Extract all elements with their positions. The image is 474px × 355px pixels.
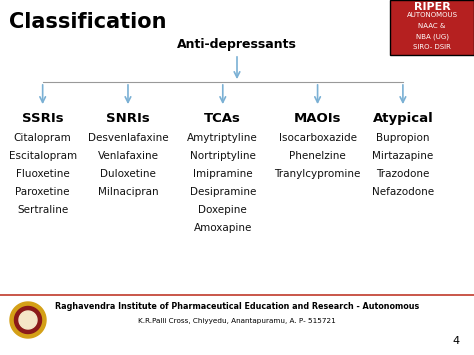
Text: MAOIs: MAOIs bbox=[294, 112, 341, 125]
Text: Desvenlafaxine: Desvenlafaxine bbox=[88, 133, 168, 143]
Polygon shape bbox=[19, 311, 37, 329]
Text: Citalopram: Citalopram bbox=[14, 133, 72, 143]
Text: Tranylcypromine: Tranylcypromine bbox=[274, 169, 361, 179]
Text: Desipramine: Desipramine bbox=[190, 187, 256, 197]
Text: SIRO- DSIR: SIRO- DSIR bbox=[413, 44, 451, 49]
Text: Classification: Classification bbox=[9, 12, 166, 32]
Text: Amytriptyline: Amytriptyline bbox=[187, 133, 258, 143]
Text: RIPER: RIPER bbox=[414, 2, 450, 12]
Polygon shape bbox=[15, 306, 42, 333]
Text: Raghavendra Institute of Pharmaceutical Education and Research - Autonomous: Raghavendra Institute of Pharmaceutical … bbox=[55, 302, 419, 311]
Text: Phenelzine: Phenelzine bbox=[289, 151, 346, 161]
Text: Mirtazapine: Mirtazapine bbox=[372, 151, 434, 161]
Text: SNRIs: SNRIs bbox=[106, 112, 150, 125]
Text: K.R.Palli Cross, Chiyyedu, Anantapuramu, A. P- 515721: K.R.Palli Cross, Chiyyedu, Anantapuramu,… bbox=[138, 318, 336, 324]
Text: Fluoxetine: Fluoxetine bbox=[16, 169, 70, 179]
Text: Duloxetine: Duloxetine bbox=[100, 169, 156, 179]
Text: AUTONOMOUS: AUTONOMOUS bbox=[407, 12, 457, 18]
Text: Nefazodone: Nefazodone bbox=[372, 187, 434, 197]
Text: Trazodone: Trazodone bbox=[376, 169, 429, 179]
Text: Paroxetine: Paroxetine bbox=[16, 187, 70, 197]
Text: Venlafaxine: Venlafaxine bbox=[98, 151, 158, 161]
Text: Anti-depressants: Anti-depressants bbox=[177, 38, 297, 51]
Text: SSRIs: SSRIs bbox=[22, 112, 64, 125]
Text: Isocarboxazide: Isocarboxazide bbox=[279, 133, 356, 143]
Text: Amoxapine: Amoxapine bbox=[193, 223, 252, 233]
Text: Imipramine: Imipramine bbox=[193, 169, 253, 179]
Text: Sertraline: Sertraline bbox=[17, 205, 68, 215]
Text: Escitalopram: Escitalopram bbox=[9, 151, 77, 161]
FancyBboxPatch shape bbox=[390, 0, 474, 55]
Text: TCAs: TCAs bbox=[204, 112, 241, 125]
Text: NAAC &: NAAC & bbox=[419, 23, 446, 29]
Text: Milnacipran: Milnacipran bbox=[98, 187, 158, 197]
Text: Doxepine: Doxepine bbox=[199, 205, 247, 215]
Text: NBA (UG): NBA (UG) bbox=[416, 33, 448, 40]
Text: Bupropion: Bupropion bbox=[376, 133, 429, 143]
Text: Nortriptyline: Nortriptyline bbox=[190, 151, 255, 161]
Polygon shape bbox=[10, 302, 46, 338]
Text: 4: 4 bbox=[453, 336, 460, 346]
Text: Atypical: Atypical bbox=[373, 112, 433, 125]
